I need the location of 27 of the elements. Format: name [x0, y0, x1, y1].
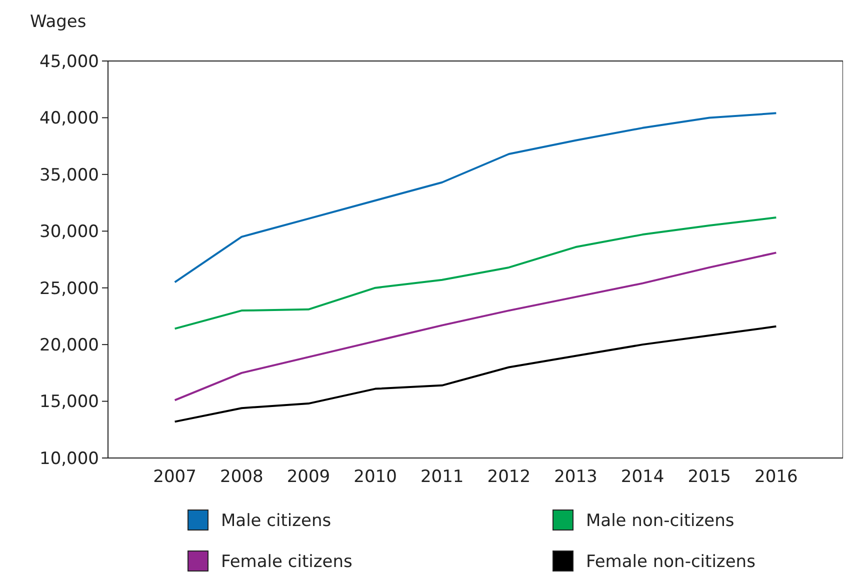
- line-series: [174, 216, 778, 330]
- y-tick-label: 10,000: [40, 448, 99, 469]
- y-tick-label: 35,000: [40, 165, 99, 186]
- line-series: [174, 112, 778, 284]
- x-tick-label: 2012: [487, 467, 531, 487]
- y-tick-label: 20,000: [40, 336, 99, 356]
- x-tick-label: 2007: [153, 467, 196, 487]
- y-tick-label: 45,000: [40, 52, 99, 72]
- x-tick-label: 2009: [286, 467, 330, 487]
- y-tick-label: 40,000: [40, 108, 99, 129]
- x-tick-label: 2014: [620, 467, 664, 487]
- line-series: [174, 325, 778, 423]
- x-tick-label: 2008: [220, 467, 264, 487]
- legend-label: Male non-citizens: [586, 510, 734, 531]
- legend-label: Female non-citizens: [586, 552, 756, 572]
- y-tick-label: 25,000: [40, 278, 99, 299]
- x-tick-label: 2013: [554, 467, 598, 487]
- y-tick-label: 30,000: [40, 222, 99, 242]
- y-axis-title: Wages: [30, 12, 86, 32]
- legend-label: Male citizens: [221, 510, 332, 531]
- x-tick-label: 2016: [754, 467, 798, 487]
- legend-label: Female citizens: [221, 552, 352, 572]
- line-series: [174, 252, 778, 402]
- y-tick-label: 15,000: [40, 392, 99, 412]
- x-tick-label: 2015: [688, 467, 731, 487]
- x-tick-label: 2010: [354, 467, 397, 487]
- x-tick-label: 2011: [420, 467, 464, 487]
